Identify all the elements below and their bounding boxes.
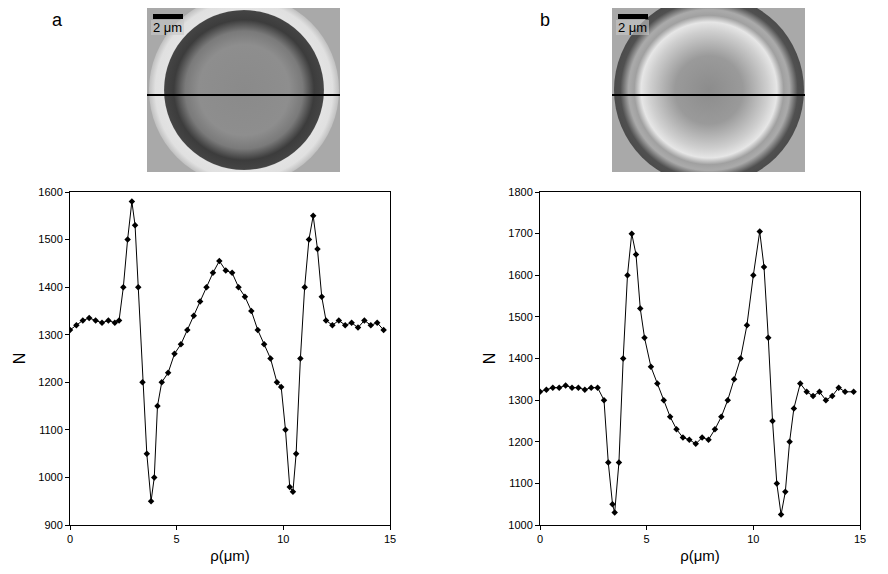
svg-text:1300: 1300 — [508, 394, 532, 406]
svg-text:1600: 1600 — [38, 186, 62, 198]
svg-text:15: 15 — [854, 533, 866, 545]
svg-text:1400: 1400 — [38, 281, 62, 293]
svg-text:N: N — [11, 353, 28, 365]
svg-text:1600: 1600 — [508, 269, 532, 281]
svg-text:N: N — [481, 353, 498, 365]
html-text:a: a — [52, 10, 62, 30]
svg-text:ρ(μm): ρ(μm) — [680, 547, 720, 564]
svg-text:0: 0 — [537, 533, 543, 545]
svg-text:1800: 1800 — [508, 186, 532, 198]
svg-text:1500: 1500 — [508, 311, 532, 323]
html-text:b: b — [540, 10, 550, 30]
svg-text:1100: 1100 — [39, 424, 63, 436]
svg-text:1500: 1500 — [38, 233, 62, 245]
svg-text:1200: 1200 — [508, 436, 532, 448]
html-text:2 μm: 2 μm — [153, 20, 183, 35]
svg-text:1000: 1000 — [38, 471, 62, 483]
svg-text:ρ(μm): ρ(μm) — [210, 547, 250, 564]
svg-text:10: 10 — [747, 533, 759, 545]
svg-text:1700: 1700 — [508, 227, 532, 239]
svg-text:1100: 1100 — [509, 477, 533, 489]
svg-text:1000: 1000 — [508, 519, 532, 531]
svg-text:1300: 1300 — [38, 329, 62, 341]
svg-text:1400: 1400 — [508, 352, 532, 364]
svg-text:10: 10 — [277, 533, 289, 545]
svg-text:5: 5 — [174, 533, 180, 545]
html-text:2 μm: 2 μm — [618, 20, 648, 35]
svg-text:15: 15 — [384, 533, 396, 545]
svg-text:5: 5 — [644, 533, 650, 545]
svg-text:0: 0 — [67, 533, 73, 545]
svg-text:900: 900 — [44, 519, 62, 531]
svg-text:1200: 1200 — [38, 376, 62, 388]
